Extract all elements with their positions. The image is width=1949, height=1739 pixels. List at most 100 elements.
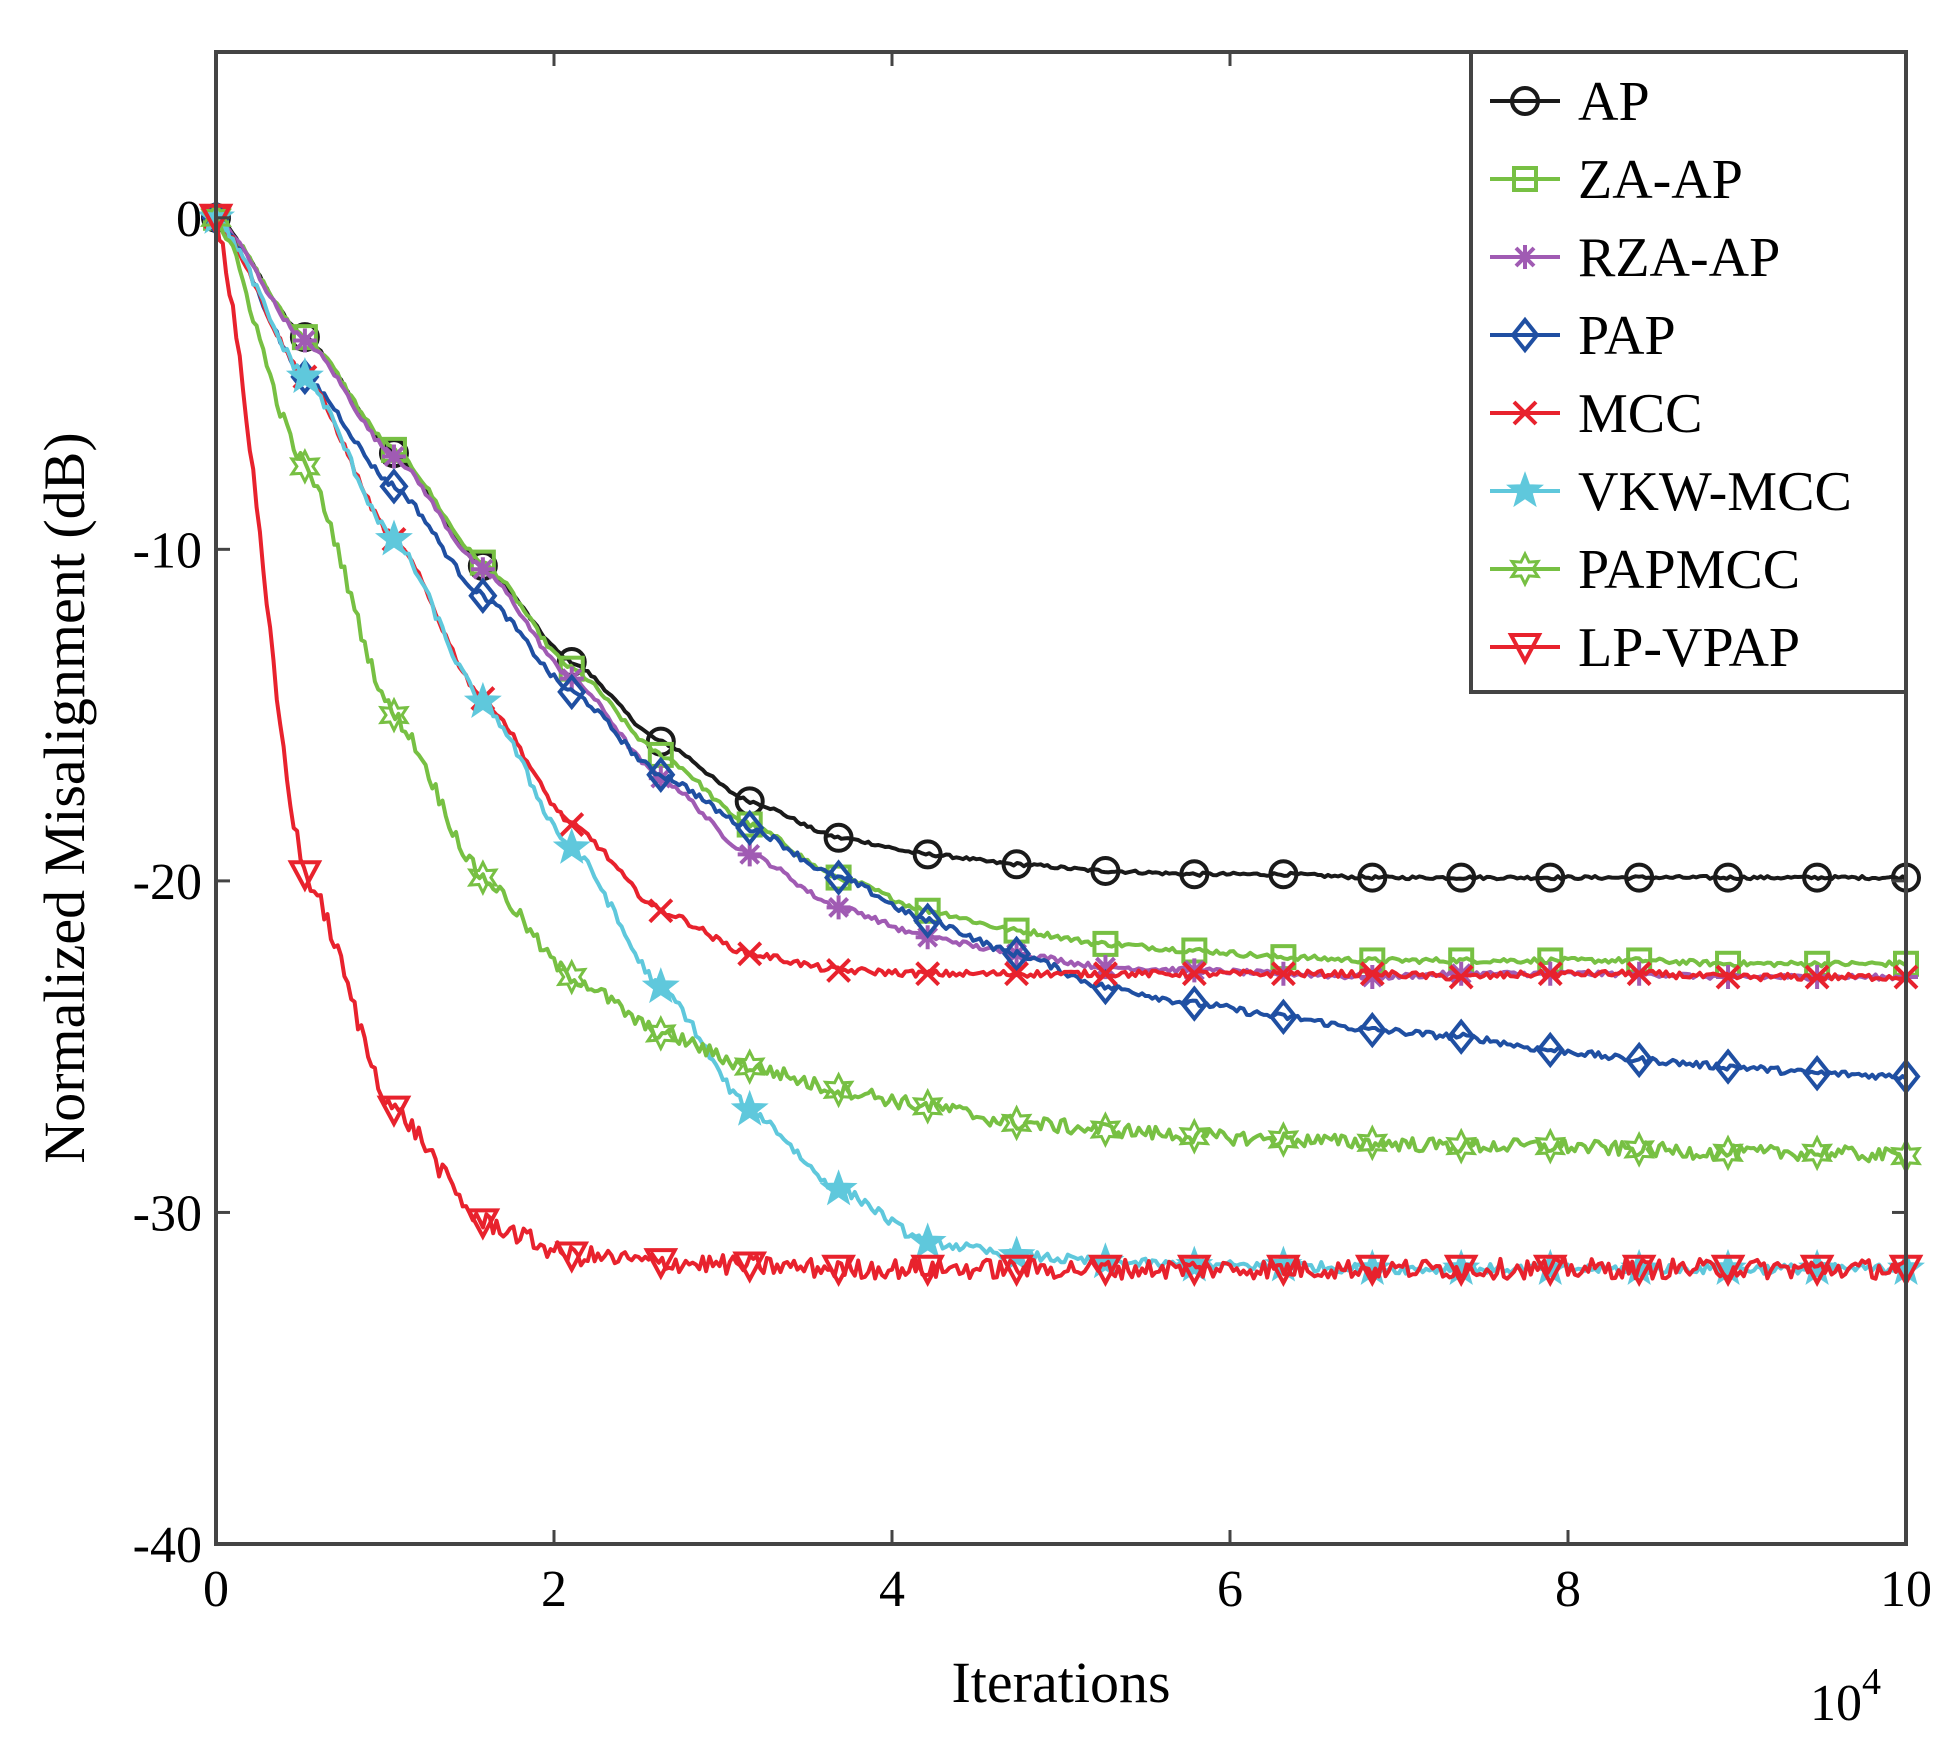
data-point-mcc [1804, 964, 1830, 990]
data-point-za-ap [1092, 930, 1119, 957]
data-point-papmcc [1623, 1131, 1656, 1168]
data-point-rza-ap [292, 328, 317, 353]
data-point-vkw-mcc [463, 681, 502, 718]
data-point-papmcc [1445, 1127, 1478, 1165]
data-point-ap [1268, 859, 1299, 890]
x-multiplier-exponent: 4 [1862, 1661, 1881, 1703]
legend-entry: ZA-AP [1490, 149, 1743, 211]
data-point-vkw-mcc [285, 356, 324, 394]
data-point-rza-ap [1093, 955, 1118, 980]
data-point-papmcc [1178, 1117, 1211, 1155]
data-point-papmcc [1356, 1124, 1389, 1162]
data-point-mcc [648, 898, 674, 924]
data-point-vkw-mcc [819, 1169, 858, 1206]
data-point-ap [1713, 862, 1744, 893]
data-point-lp-vpap [643, 1248, 679, 1281]
data-point-pap [557, 673, 587, 711]
data-point-pap [468, 577, 498, 614]
legend-label: VKW-MCC [1578, 461, 1852, 523]
data-point-lp-vpap [287, 860, 323, 893]
legend-label: MCC [1578, 383, 1703, 445]
data-point-vkw-mcc [552, 827, 591, 864]
legend-marker [1507, 633, 1543, 666]
legend-box [1469, 50, 1908, 694]
legend-label: RZA-AP [1578, 227, 1780, 289]
data-point-papmcc [1267, 1121, 1300, 1158]
data-point-lp-vpap [1621, 1254, 1657, 1288]
data-point-ap [1001, 849, 1032, 880]
data-point-pap [1357, 1011, 1387, 1049]
data-point-mcc [915, 961, 941, 987]
data-point-papmcc [733, 1048, 766, 1085]
data-point-pap [1802, 1054, 1832, 1092]
data-point-pap [1624, 1041, 1654, 1079]
data-point-mcc [1181, 961, 1207, 987]
legend-label: ZA-AP [1578, 149, 1743, 211]
data-point-mcc [1715, 964, 1741, 990]
data-point-rza-ap [470, 557, 495, 582]
data-point-ap [1624, 862, 1655, 893]
data-point-papmcc [288, 448, 321, 485]
data-point-papmcc [1712, 1134, 1744, 1172]
data-point-lp-vpap [1266, 1254, 1301, 1288]
data-point-papmcc [1801, 1134, 1834, 1172]
legend-label: AP [1578, 71, 1650, 133]
data-point-ap [823, 822, 854, 853]
legend-entry: PAPMCC [1490, 539, 1800, 601]
legend-entry: LP-VPAP [1490, 617, 1800, 679]
x-tick-label: 8 [1555, 1561, 1581, 1618]
data-point-pap [379, 468, 409, 505]
y-axis-label: Normalized Misalignment (dB) [32, 432, 97, 1163]
data-point-vkw-mcc [730, 1089, 769, 1126]
data-point-lp-vpap [910, 1254, 946, 1288]
data-point-pap [1535, 1031, 1565, 1069]
legend-entry: VKW-MCC [1490, 461, 1852, 523]
data-point-papmcc [644, 1015, 677, 1052]
data-point-lp-vpap [1088, 1254, 1123, 1288]
data-point-vkw-mcc [908, 1222, 947, 1259]
data-point-pap [1446, 1018, 1476, 1055]
data-point-papmcc [911, 1087, 944, 1125]
y-tick-label: 0 [176, 191, 202, 248]
data-point-mcc [1004, 961, 1029, 987]
legend-marker [1509, 550, 1541, 588]
data-point-lp-vpap [821, 1254, 856, 1288]
series-line-za-ap [215, 216, 1908, 969]
data-point-lp-vpap [376, 1095, 412, 1128]
y-tick-label: -10 [133, 522, 202, 579]
data-point-ap [1357, 862, 1388, 893]
legend-marker [1512, 166, 1538, 192]
data-point-ap [1179, 859, 1210, 890]
data-point-lp-vpap [732, 1251, 768, 1284]
x-tick-label: 4 [879, 1561, 905, 1618]
data-point-mcc [1093, 961, 1118, 987]
data-point-papmcc [1534, 1127, 1567, 1165]
data-point-papmcc [466, 859, 499, 896]
data-point-ap [1802, 862, 1833, 893]
data-point-ap [1090, 855, 1121, 886]
legend-entry: RZA-AP [1490, 227, 1780, 289]
data-point-pap [913, 902, 943, 939]
data-point-rza-ap [737, 842, 762, 867]
legend-marker [1506, 471, 1544, 508]
plot-frame [214, 50, 1908, 1546]
data-point-pap [824, 859, 854, 896]
x-tick-label: 6 [1217, 1561, 1243, 1618]
data-point-rza-ap [1182, 958, 1207, 983]
data-point-vkw-mcc [997, 1235, 1036, 1272]
data-point-ap [912, 839, 943, 870]
legend-marker [1513, 245, 1537, 269]
x-multiplier: 104 [1810, 1661, 1881, 1732]
data-point-lp-vpap [1710, 1254, 1746, 1288]
data-point-pap [1713, 1048, 1743, 1085]
data-point-mcc [1270, 961, 1296, 987]
legend-entry: MCC [1490, 383, 1703, 445]
data-point-pap [1179, 985, 1209, 1022]
data-point-pap [1001, 935, 1032, 973]
data-point-lp-vpap [554, 1241, 590, 1274]
data-point-papmcc [822, 1071, 855, 1109]
data-point-rza-ap [1449, 961, 1474, 986]
y-tick-label: -20 [133, 854, 202, 911]
data-point-pap [735, 809, 765, 847]
